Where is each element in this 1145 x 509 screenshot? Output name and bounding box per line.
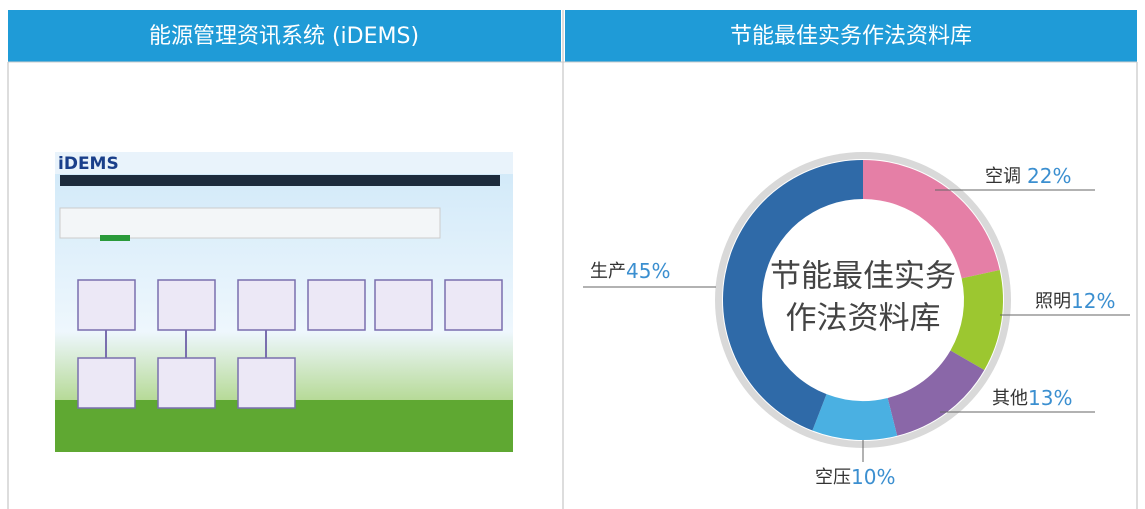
category-label: 生产 xyxy=(590,261,626,282)
device-box xyxy=(444,279,503,331)
value-label: 22% xyxy=(1027,164,1071,188)
device-box xyxy=(77,279,136,331)
device-box xyxy=(157,357,216,409)
ring-inner xyxy=(722,159,1004,441)
panel-title: 节能最佳实务作法资料库 xyxy=(730,24,972,49)
device-box xyxy=(307,279,366,331)
header-bar xyxy=(565,10,1137,62)
header-bar xyxy=(8,10,561,62)
donut-segment xyxy=(887,350,985,436)
category-label: 空压 xyxy=(815,467,851,488)
segment-label: 生产45% xyxy=(590,259,670,283)
button xyxy=(100,235,130,241)
device-box xyxy=(237,357,296,409)
value-label: 10% xyxy=(851,465,895,489)
value-label: 45% xyxy=(626,259,670,283)
center-text: 作法资料库 xyxy=(786,301,941,337)
segment-label: 空压10% xyxy=(815,465,895,489)
donut-segment xyxy=(950,270,1004,370)
device-box xyxy=(374,279,433,331)
segment-label: 其他13% xyxy=(992,386,1072,410)
screenshot-header xyxy=(55,152,513,174)
device-box xyxy=(157,279,216,331)
category-label: 其他 xyxy=(992,388,1028,409)
donut-segment xyxy=(863,160,1000,279)
segment-label: 空调 22% xyxy=(985,164,1071,188)
center-text: 节能最佳实务 xyxy=(770,259,956,295)
menu-bar xyxy=(60,175,500,186)
screenshot: iDEMS xyxy=(55,152,513,452)
donut-segment xyxy=(812,394,898,441)
category-label: 空调 xyxy=(985,166,1021,187)
device-box xyxy=(77,357,136,409)
segment-label: 照明12% xyxy=(1035,289,1115,313)
screenshot-title: iDEMS xyxy=(58,154,119,174)
toolbar xyxy=(59,207,441,239)
value-label: 13% xyxy=(1028,386,1072,410)
category-label: 照明 xyxy=(1035,291,1071,312)
donut-segment xyxy=(723,159,863,431)
device-box xyxy=(237,279,296,331)
value-label: 12% xyxy=(1071,289,1115,313)
panel-title: 能源管理资讯系统 (iDEMS) xyxy=(149,24,419,49)
